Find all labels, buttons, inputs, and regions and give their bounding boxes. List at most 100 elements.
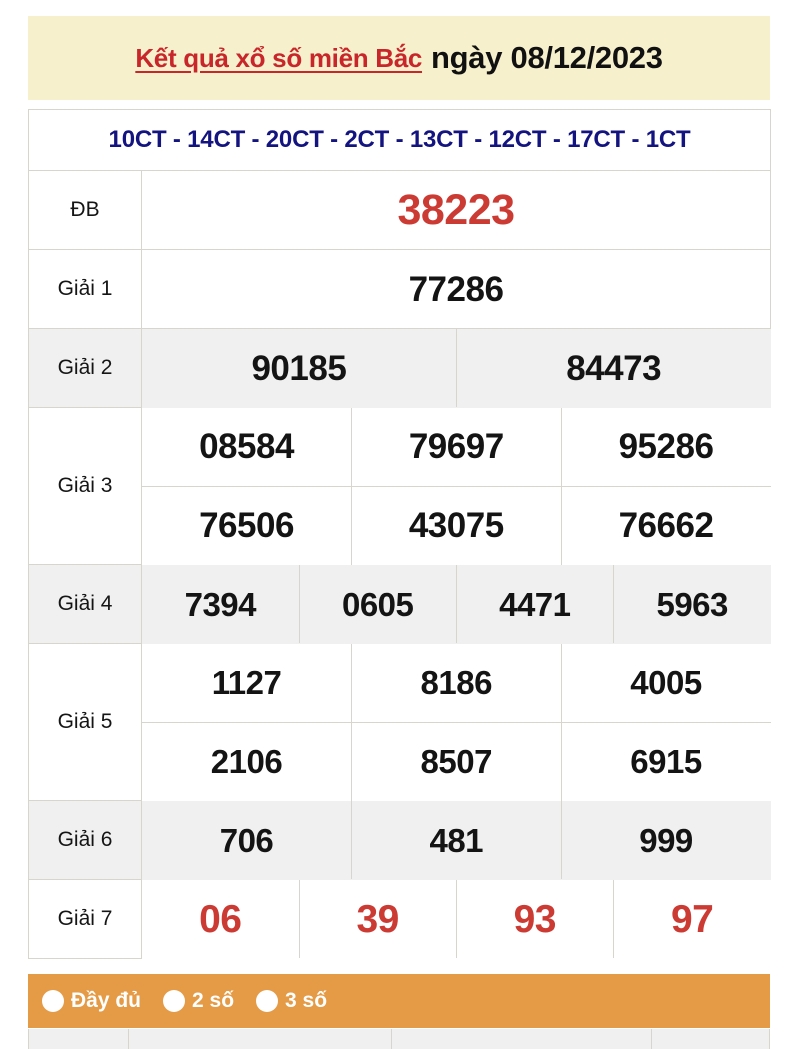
g5-grid: 1127 8186 4005 2106 8507 6915 [142,643,771,801]
g3-grid: 08584 79697 95286 76506 43075 76662 [142,407,771,565]
radio-circle-icon[interactable] [42,990,64,1012]
g5-cell-1: 1127 [142,643,352,723]
display-mode-label-2digit: 2 số [192,989,235,1012]
prize-number-g3-1: 08584 [199,427,294,466]
prize-label-db: ĐB [28,170,142,250]
g7-cell-4: 97 [612,880,771,958]
g4-cell-4: 5963 [612,565,771,643]
display-mode-option-3digit[interactable]: 3 số [256,989,327,1013]
g2-grid: 90185 84473 [142,329,771,408]
prize-row-g2: Giải 2 90185 84473 [28,328,771,408]
g3-cell-2: 79697 [351,407,562,487]
next-table-partial-row [28,1029,770,1049]
g6-grid: 706 481 999 [142,801,771,879]
partial-cell-3 [392,1029,652,1049]
g5-cell-4: 2106 [142,721,352,801]
prize-row-g6: Giải 6 706 481 999 [28,800,771,880]
prize-number-g7-4: 97 [670,897,714,941]
prize-number-g5-4: 2106 [210,743,283,780]
prize-number-g1: 77286 [408,269,504,309]
prize-row-g4: Giải 4 7394 0605 4471 5963 [28,564,771,644]
prize-number-g3-2: 79697 [408,427,504,466]
g2-cell-1: 90185 [142,329,457,408]
prize-values-g7: 06 39 93 97 [141,879,771,959]
g4-cell-3: 4471 [455,565,614,643]
page-title-date: ngày 08/12/2023 [431,40,663,75]
radio-circle-icon[interactable] [256,990,279,1012]
prize-number-g3-6: 76662 [618,506,714,545]
g3-row-2: 76506 43075 76662 [142,485,771,565]
page-title-region: Kết quả xổ số miền Bắc [135,42,423,73]
prize-label-g4: Giải 4 [28,564,142,644]
g4-grid: 7394 0605 4471 5963 [142,565,771,643]
g5-cell-5: 8507 [351,721,562,801]
g7-cell-3: 93 [455,880,614,958]
prize-value-g1-cell: 77286 [141,249,771,329]
g3-cell-1: 08584 [142,407,352,487]
prize-number-g7-2: 39 [356,897,399,941]
g3-row-1: 08584 79697 95286 [142,407,771,487]
display-mode-option-full[interactable]: Đầy đủ [42,989,141,1013]
prize-label-g2: Giải 2 [28,328,142,408]
g5-cell-3: 4005 [560,643,771,723]
prize-number-g6-3: 999 [639,821,693,859]
prize-number-g5-1: 1127 [211,664,282,701]
g6-cell-3: 999 [560,801,771,879]
prize-number-g2-2: 84473 [566,348,662,388]
partial-cell-4 [652,1029,769,1049]
g3-cell-4: 76506 [142,485,352,565]
prize-row-g7: Giải 7 06 39 93 97 [28,879,771,959]
g6-cell-1: 706 [142,801,352,879]
prize-number-g4-3: 4471 [499,585,571,623]
partial-cell-2 [129,1029,392,1049]
ct-codes-cell: 10CT - 14CT - 20CT - 2CT - 13CT - 12CT -… [28,109,771,171]
g5-row-1: 1127 8186 4005 [142,643,771,723]
prize-values-g2: 90185 84473 [141,328,771,408]
display-mode-label-full: Đầy đủ [71,989,142,1012]
partial-cell-1 [29,1029,129,1049]
display-mode-option-2digit[interactable]: 2 số [163,989,234,1013]
g3-cell-6: 76662 [560,485,771,565]
page-header: Kết quả xổ số miền Bắc ngày 08/12/2023 [28,16,770,100]
prize-label-g6: Giải 6 [28,800,142,880]
g7-grid: 06 39 93 97 [142,880,771,958]
prize-number-g3-5: 43075 [408,506,504,545]
display-mode-label-3digit: 3 số [285,989,328,1012]
prize-number-g4-4: 5963 [656,585,728,623]
g4-cell-2: 0605 [298,565,457,643]
prize-number-g2-1: 90185 [251,348,347,388]
prize-number-g4-2: 0605 [341,585,414,623]
prize-number-g5-3: 4005 [630,664,702,701]
g6-cell-2: 481 [351,801,562,879]
g5-row-2: 2106 8507 6915 [142,721,771,801]
prize-number-g6-1: 706 [219,821,274,859]
prize-row-g1: Giải 1 77286 [28,249,771,329]
g3-cell-3: 95286 [560,407,771,487]
prize-row-db: ĐB 38223 [28,170,771,250]
prize-values-g4: 7394 0605 4471 5963 [141,564,771,644]
prize-number-g7-1: 06 [199,897,242,941]
g4-cell-1: 7394 [142,565,300,643]
prize-values-g6: 706 481 999 [141,800,771,880]
prize-number-g5-5: 8507 [420,743,493,780]
prize-value-db-cell: 38223 [141,170,771,250]
radio-circle-icon[interactable] [163,990,186,1012]
prize-number-g3-4: 76506 [199,506,294,545]
g5-cell-2: 8186 [351,643,562,723]
prize-label-g1: Giải 1 [28,249,142,329]
ct-codes-row: 10CT - 14CT - 20CT - 2CT - 13CT - 12CT -… [28,109,771,171]
g3-cell-5: 43075 [351,485,562,565]
prize-number-g6-2: 481 [429,821,484,859]
g2-cell-2: 84473 [455,329,771,408]
prize-number-g4-1: 7394 [184,585,257,623]
prize-label-g7: Giải 7 [28,879,142,959]
ct-codes-text: 10CT - 14CT - 20CT - 2CT - 13CT - 12CT -… [108,126,691,153]
prize-row-g5: Giải 5 1127 8186 4005 2106 8507 [28,643,771,801]
prize-row-g3: Giải 3 08584 79697 95286 76506 43075 [28,407,771,565]
display-mode-bar: Đầy đủ 2 số 3 số [28,974,770,1028]
prize-values-g5: 1127 8186 4005 2106 8507 6915 [141,643,771,801]
prize-number-g3-3: 95286 [618,427,714,466]
prize-values-g3: 08584 79697 95286 76506 43075 76662 [141,407,771,565]
prize-label-g5: Giải 5 [28,643,142,801]
